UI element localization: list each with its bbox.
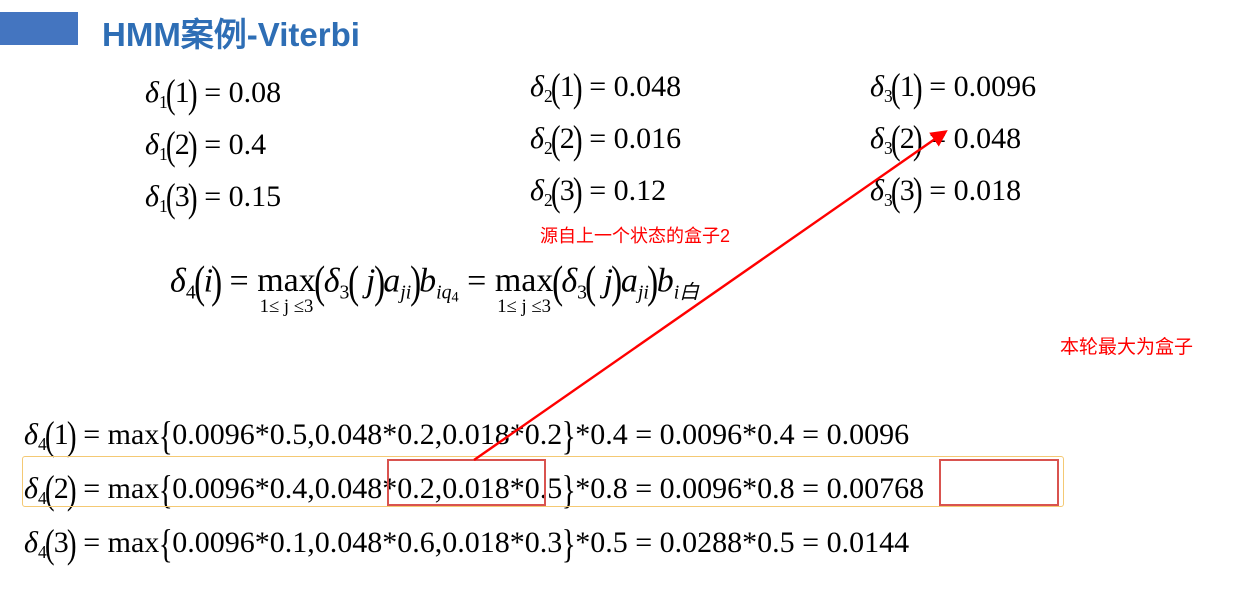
delta4-3-calc: δ4(3) = max{0.0096*0.1,0.048*0.6,0.018*0…: [24, 520, 909, 567]
delta-1-2: δ1(2) = 0.4: [145, 122, 266, 169]
annotation-max-box: 本轮最大为盒子: [1060, 332, 1193, 359]
accent-bar: [0, 12, 78, 45]
delta-3-3: δ3(3) = 0.018: [870, 168, 1021, 215]
annotation-source-state: 源自上一个状态的盒子2: [540, 222, 730, 248]
delta-2-1: δ2(1) = 0.048: [530, 64, 681, 111]
delta-3-2: δ3(2) = 0.048: [870, 116, 1021, 163]
highlight-box-2: [939, 459, 1059, 506]
delta-1-3: δ1(3) = 0.15: [145, 174, 281, 221]
delta-3-1: δ3(1) = 0.0096: [870, 64, 1036, 111]
highlight-box-1: [387, 459, 546, 506]
slide-title: HMM案例-Viterbi: [102, 8, 360, 56]
delta-1-1: δ1(1) = 0.08: [145, 70, 281, 117]
viterbi-recursion-formula: δ4(i) = max1≤ j ≤3(δ3( j)aji)biq4 = max1…: [170, 255, 699, 317]
delta4-1-calc: δ4(1) = max{0.0096*0.5,0.048*0.2,0.018*0…: [24, 412, 909, 459]
delta-2-2: δ2(2) = 0.016: [530, 116, 681, 163]
delta-2-3: δ2(3) = 0.12: [530, 168, 666, 215]
